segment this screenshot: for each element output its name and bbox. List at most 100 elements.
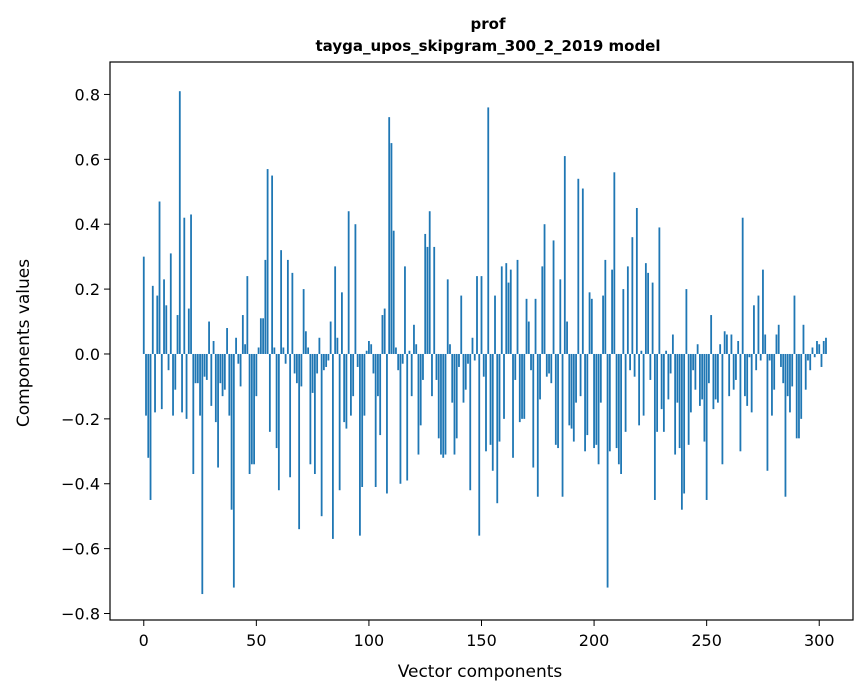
bar-90 xyxy=(345,353,348,429)
bar-110 xyxy=(390,143,393,354)
bar-233 xyxy=(667,353,670,400)
bar-97 xyxy=(361,353,364,487)
bar-294 xyxy=(804,353,807,390)
bar-60 xyxy=(277,353,280,491)
y-axis-label: Components values xyxy=(14,259,34,427)
bar-197 xyxy=(586,353,589,436)
bar-274 xyxy=(759,353,762,361)
bar-247 xyxy=(699,353,701,406)
bar-226 xyxy=(651,282,654,354)
bar-98 xyxy=(363,353,366,416)
bar-118 xyxy=(408,350,411,354)
bar-258 xyxy=(723,331,726,354)
bar-121 xyxy=(415,344,418,354)
bar-67 xyxy=(293,353,296,374)
bar-228 xyxy=(656,353,659,432)
bar-102 xyxy=(372,353,375,374)
bar-26 xyxy=(201,353,204,595)
bar-20 xyxy=(187,308,190,354)
bar-144 xyxy=(467,353,469,364)
y-tick-label: −0.6 xyxy=(61,540,100,559)
bar-13 xyxy=(172,353,174,416)
bar-135 xyxy=(446,279,449,354)
bar-137 xyxy=(451,353,454,403)
bar-22 xyxy=(192,353,195,475)
bar-77 xyxy=(316,353,319,374)
bar-278 xyxy=(768,353,771,361)
bar-76 xyxy=(313,353,316,475)
bar-291 xyxy=(798,353,800,439)
y-axis-ticks: −0.8 −0.6 −0.4 −0.2 0.0 0.2 0.4 0.6 0.8 xyxy=(61,85,110,624)
bar-187 xyxy=(563,156,566,354)
bar-231 xyxy=(662,353,665,432)
bar-127 xyxy=(428,211,431,354)
bar-269 xyxy=(748,353,751,358)
bar-295 xyxy=(807,353,809,361)
bar-62 xyxy=(282,347,285,354)
bar-272 xyxy=(755,353,758,371)
bar-57 xyxy=(271,175,274,354)
bar-182 xyxy=(552,240,555,354)
bar-5 xyxy=(154,353,156,413)
bar-142 xyxy=(462,353,465,403)
bar-50 xyxy=(255,353,258,397)
bar-103 xyxy=(374,353,377,487)
bar-277 xyxy=(766,353,769,471)
bar-10 xyxy=(165,305,168,354)
bar-161 xyxy=(505,263,508,354)
bar-282 xyxy=(777,324,780,354)
bar-271 xyxy=(753,305,755,354)
bar-211 xyxy=(617,353,620,465)
bar-87 xyxy=(338,353,341,491)
bar-299 xyxy=(816,341,818,354)
bar-58 xyxy=(273,347,276,354)
bar-51 xyxy=(257,347,260,354)
y-tick-label: 0.4 xyxy=(75,215,100,234)
bar-132 xyxy=(440,353,442,455)
bar-158 xyxy=(498,353,501,442)
bar-84 xyxy=(332,353,334,539)
bar-29 xyxy=(208,321,210,354)
bar-204 xyxy=(602,295,604,354)
bar-122 xyxy=(417,353,420,455)
bar-223 xyxy=(644,263,647,354)
bar-266 xyxy=(741,217,744,354)
bar-147 xyxy=(473,353,476,361)
bar-126 xyxy=(426,246,429,354)
bar-224 xyxy=(647,272,650,354)
bar-219 xyxy=(635,207,638,354)
y-tick-label: −0.8 xyxy=(61,605,100,624)
bar-150 xyxy=(480,276,483,354)
bar-16 xyxy=(178,91,181,354)
bar-230 xyxy=(660,353,663,410)
bar-124 xyxy=(422,353,424,380)
bar-236 xyxy=(674,353,677,455)
bar-38 xyxy=(228,353,231,416)
bar-179 xyxy=(545,353,548,377)
bar-131 xyxy=(437,353,440,439)
bar-9 xyxy=(163,279,165,354)
bar-265 xyxy=(739,353,742,452)
bar-163 xyxy=(509,269,512,354)
bar-279 xyxy=(771,353,773,416)
bar-125 xyxy=(424,233,427,354)
bar-40 xyxy=(232,353,235,588)
bar-250 xyxy=(705,353,708,500)
bar-4 xyxy=(151,285,154,354)
bar-83 xyxy=(329,321,332,354)
bar-66 xyxy=(291,272,294,354)
bar-170 xyxy=(525,298,528,354)
bar-104 xyxy=(377,353,379,397)
bar-257 xyxy=(721,353,724,465)
bar-27 xyxy=(203,353,206,377)
bar-193 xyxy=(577,178,580,354)
bar-221 xyxy=(640,350,643,354)
bar-8 xyxy=(160,353,163,410)
bar-114 xyxy=(399,353,402,484)
bar-288 xyxy=(791,353,794,387)
bar-212 xyxy=(620,353,622,475)
bar-168 xyxy=(521,353,523,419)
bar-32 xyxy=(214,353,217,423)
bar-167 xyxy=(518,353,521,423)
y-tick-label: 0.8 xyxy=(75,85,100,104)
